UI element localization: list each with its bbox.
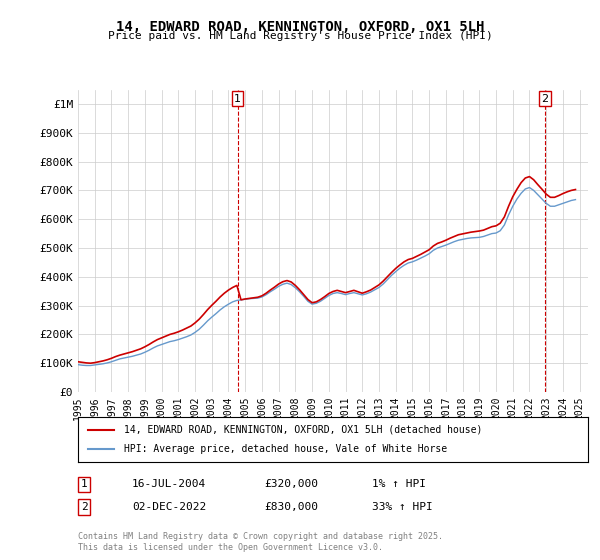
Text: Price paid vs. HM Land Registry's House Price Index (HPI): Price paid vs. HM Land Registry's House … <box>107 31 493 41</box>
Text: 14, EDWARD ROAD, KENNINGTON, OXFORD, OX1 5LH (detached house): 14, EDWARD ROAD, KENNINGTON, OXFORD, OX1… <box>124 424 482 435</box>
Text: £830,000: £830,000 <box>264 502 318 512</box>
Text: 16-JUL-2004: 16-JUL-2004 <box>132 479 206 489</box>
Text: 02-DEC-2022: 02-DEC-2022 <box>132 502 206 512</box>
Text: 2: 2 <box>80 502 88 512</box>
Text: 1: 1 <box>80 479 88 489</box>
Text: 33% ↑ HPI: 33% ↑ HPI <box>372 502 433 512</box>
Text: 2: 2 <box>541 94 548 104</box>
Text: Contains HM Land Registry data © Crown copyright and database right 2025.
This d: Contains HM Land Registry data © Crown c… <box>78 532 443 552</box>
Text: 1: 1 <box>234 94 241 104</box>
Text: £320,000: £320,000 <box>264 479 318 489</box>
Text: HPI: Average price, detached house, Vale of White Horse: HPI: Average price, detached house, Vale… <box>124 445 447 455</box>
Text: 14, EDWARD ROAD, KENNINGTON, OXFORD, OX1 5LH: 14, EDWARD ROAD, KENNINGTON, OXFORD, OX1… <box>116 20 484 34</box>
Text: 1% ↑ HPI: 1% ↑ HPI <box>372 479 426 489</box>
